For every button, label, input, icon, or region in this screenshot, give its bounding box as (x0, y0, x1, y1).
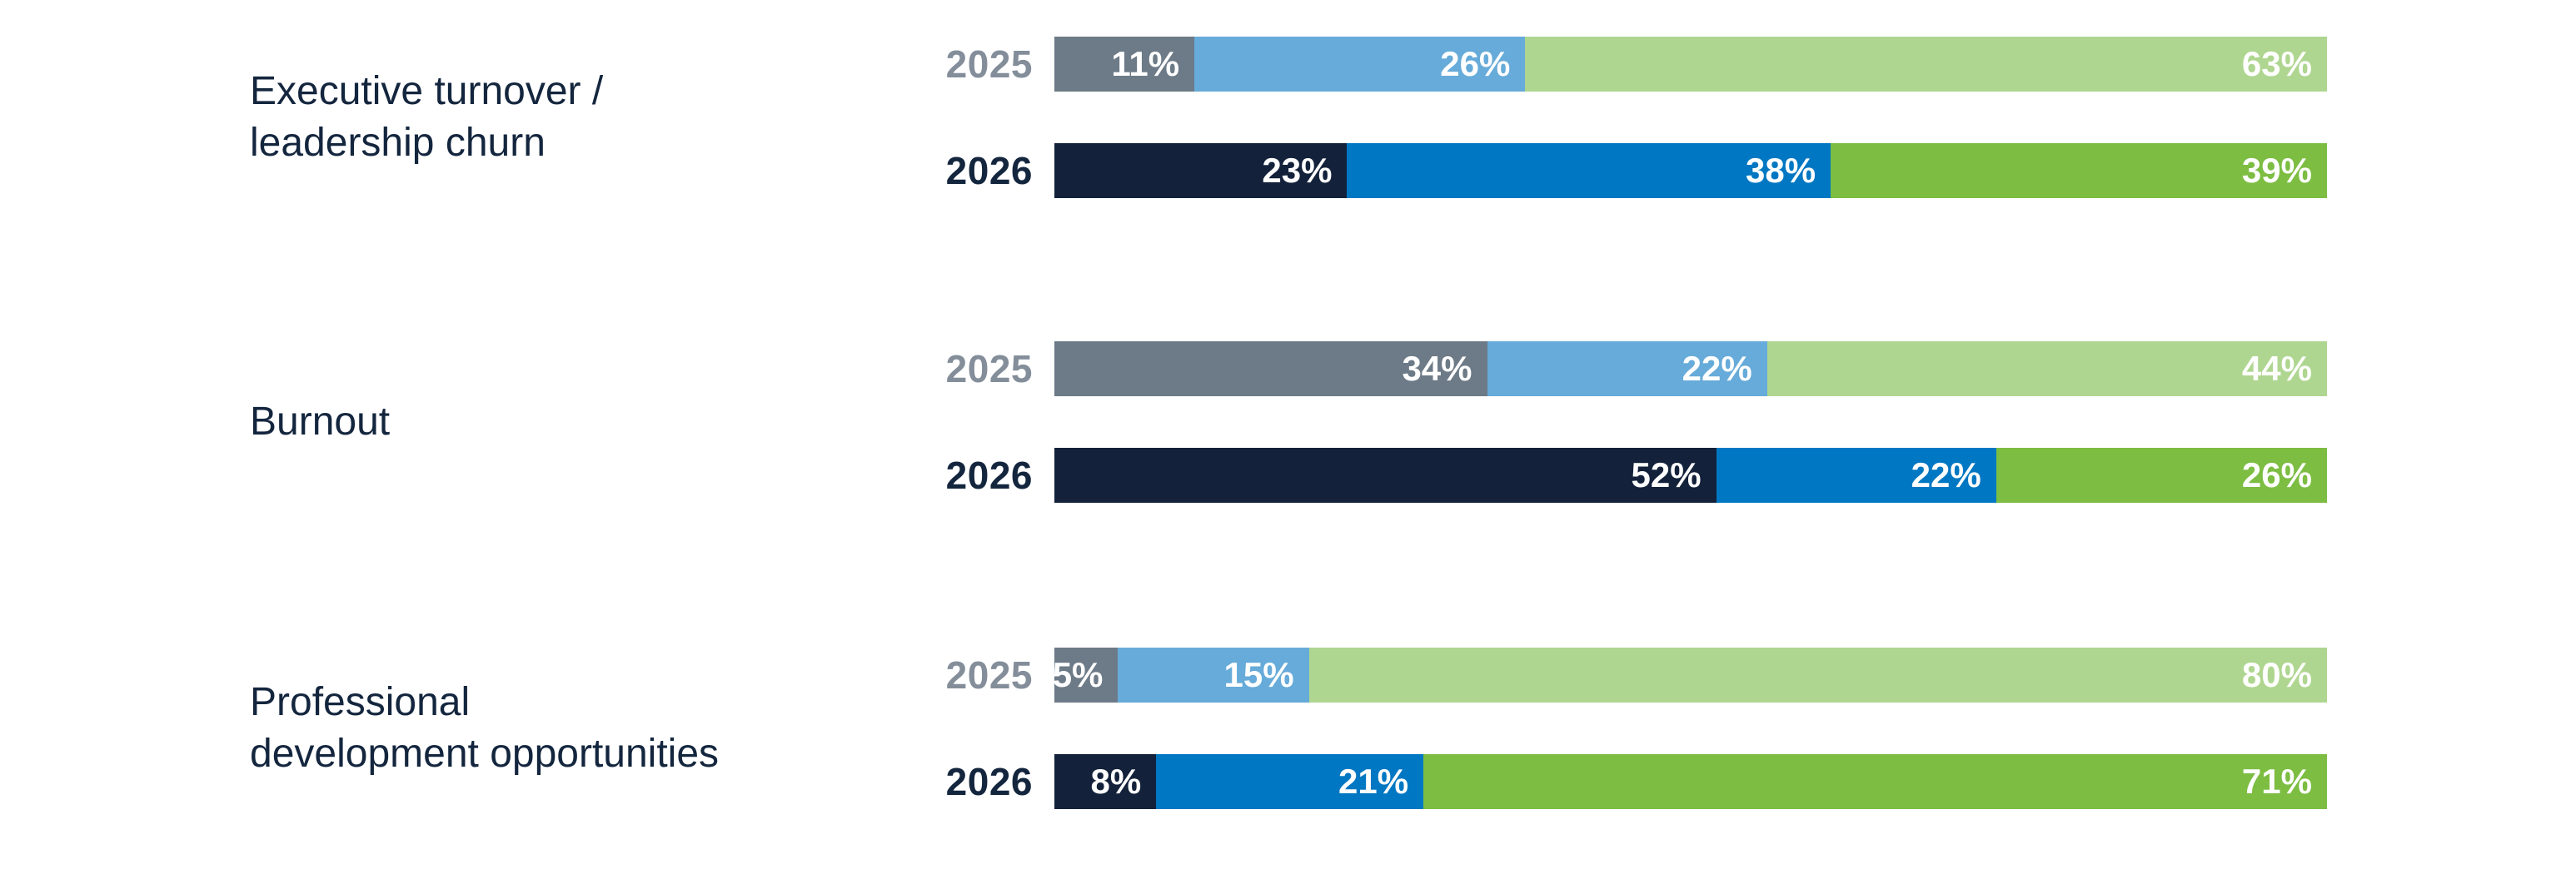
category-label: Burnout (250, 400, 391, 444)
year-label: 2026 (945, 760, 1033, 803)
segment-value-label: 22% (1911, 455, 1981, 494)
segment-value-label: 80% (2241, 655, 2312, 694)
stacked-bar: 34% 22% 44% (1054, 341, 2327, 396)
segment-value-label: 26% (2241, 455, 2312, 494)
segment-value-label: 38% (1746, 151, 1816, 190)
bar-segment: 39% (1831, 143, 2327, 198)
segment-value-label: 26% (1440, 44, 1511, 83)
bar-segment: 26% (1194, 37, 1526, 92)
segment-value-label: 71% (2241, 762, 2312, 801)
bar-segment: 23% (1054, 143, 1348, 198)
segment-value-label: 11% (1111, 44, 1180, 83)
segment-value-label: 21% (1338, 762, 1409, 801)
chart-group: Executive turnover / leadership churn 2025… (0, 37, 2576, 198)
bar-segment: 8% (1054, 754, 1157, 809)
bar-segment: 22% (1716, 448, 1996, 503)
year-label: 2026 (945, 149, 1033, 192)
segment-value-label: 52% (1631, 455, 1702, 494)
category-label: Executive turnover / leadership churn (250, 69, 604, 165)
bar-segment: 15% (1118, 648, 1309, 703)
bar-segment: 26% (1996, 448, 2327, 503)
segment-value-label: 63% (2241, 44, 2312, 83)
bar-segment: 11% (1054, 37, 1195, 92)
year-label: 2026 (945, 454, 1033, 497)
segment-value-label: 22% (1682, 349, 1752, 388)
bar-row-2026: 2026 23% 38% 39% (0, 143, 2327, 198)
bar-segment: 5% (1052, 648, 1119, 703)
category-label: Professional development opportunities (250, 680, 720, 776)
stacked-bar: 8% 21% 71% (1054, 754, 2327, 809)
bar-row-2026: 2026 8% 21% 71% (0, 754, 2327, 809)
bar-segment: 34% (1054, 341, 1487, 396)
stacked-bar: 52% 22% 26% (1054, 448, 2327, 503)
chart-group: Burnout 2025 34% 22% 44% 2026 52% 22% 26% (0, 341, 2576, 503)
segment-value-label: 5% (1052, 655, 1104, 694)
bar-segment: 71% (1423, 754, 2327, 809)
bar-row-2026: 2026 52% 22% 26% (0, 448, 2327, 503)
year-label: 2025 (945, 653, 1033, 697)
segment-value-label: 34% (1402, 349, 1472, 388)
stacked-bar: 23% 38% 39% (1054, 143, 2327, 198)
bar-row-2025: 2025 11% 26% 63% (0, 37, 2327, 92)
bar-segment: 52% (1054, 448, 1717, 503)
segment-value-label: 15% (1223, 655, 1294, 694)
bar-row-2025: 2025 34% 22% 44% (0, 341, 2327, 396)
segment-value-label: 23% (1262, 151, 1333, 190)
year-label: 2025 (945, 42, 1033, 86)
segment-value-label: 8% (1090, 762, 1142, 801)
chart-group: Professional development opportunities 202… (0, 648, 2576, 809)
year-label: 2025 (945, 347, 1033, 390)
stacked-bar: 11% 26% 63% (1054, 37, 2327, 92)
bar-segment: 22% (1487, 341, 1767, 396)
bar-row-2025: 2025 5% 15% 80% (0, 648, 2327, 703)
bar-segment: 21% (1156, 754, 1424, 809)
segment-value-label: 39% (2241, 151, 2312, 190)
bar-segment: 44% (1766, 341, 2327, 396)
bar-segment: 63% (1525, 37, 2327, 92)
bar-segment: 80% (1308, 648, 2327, 703)
segment-value-label: 44% (2241, 349, 2312, 388)
stacked-bar: 5% 15% 80% (1052, 648, 2327, 703)
bar-segment: 38% (1347, 143, 1831, 198)
